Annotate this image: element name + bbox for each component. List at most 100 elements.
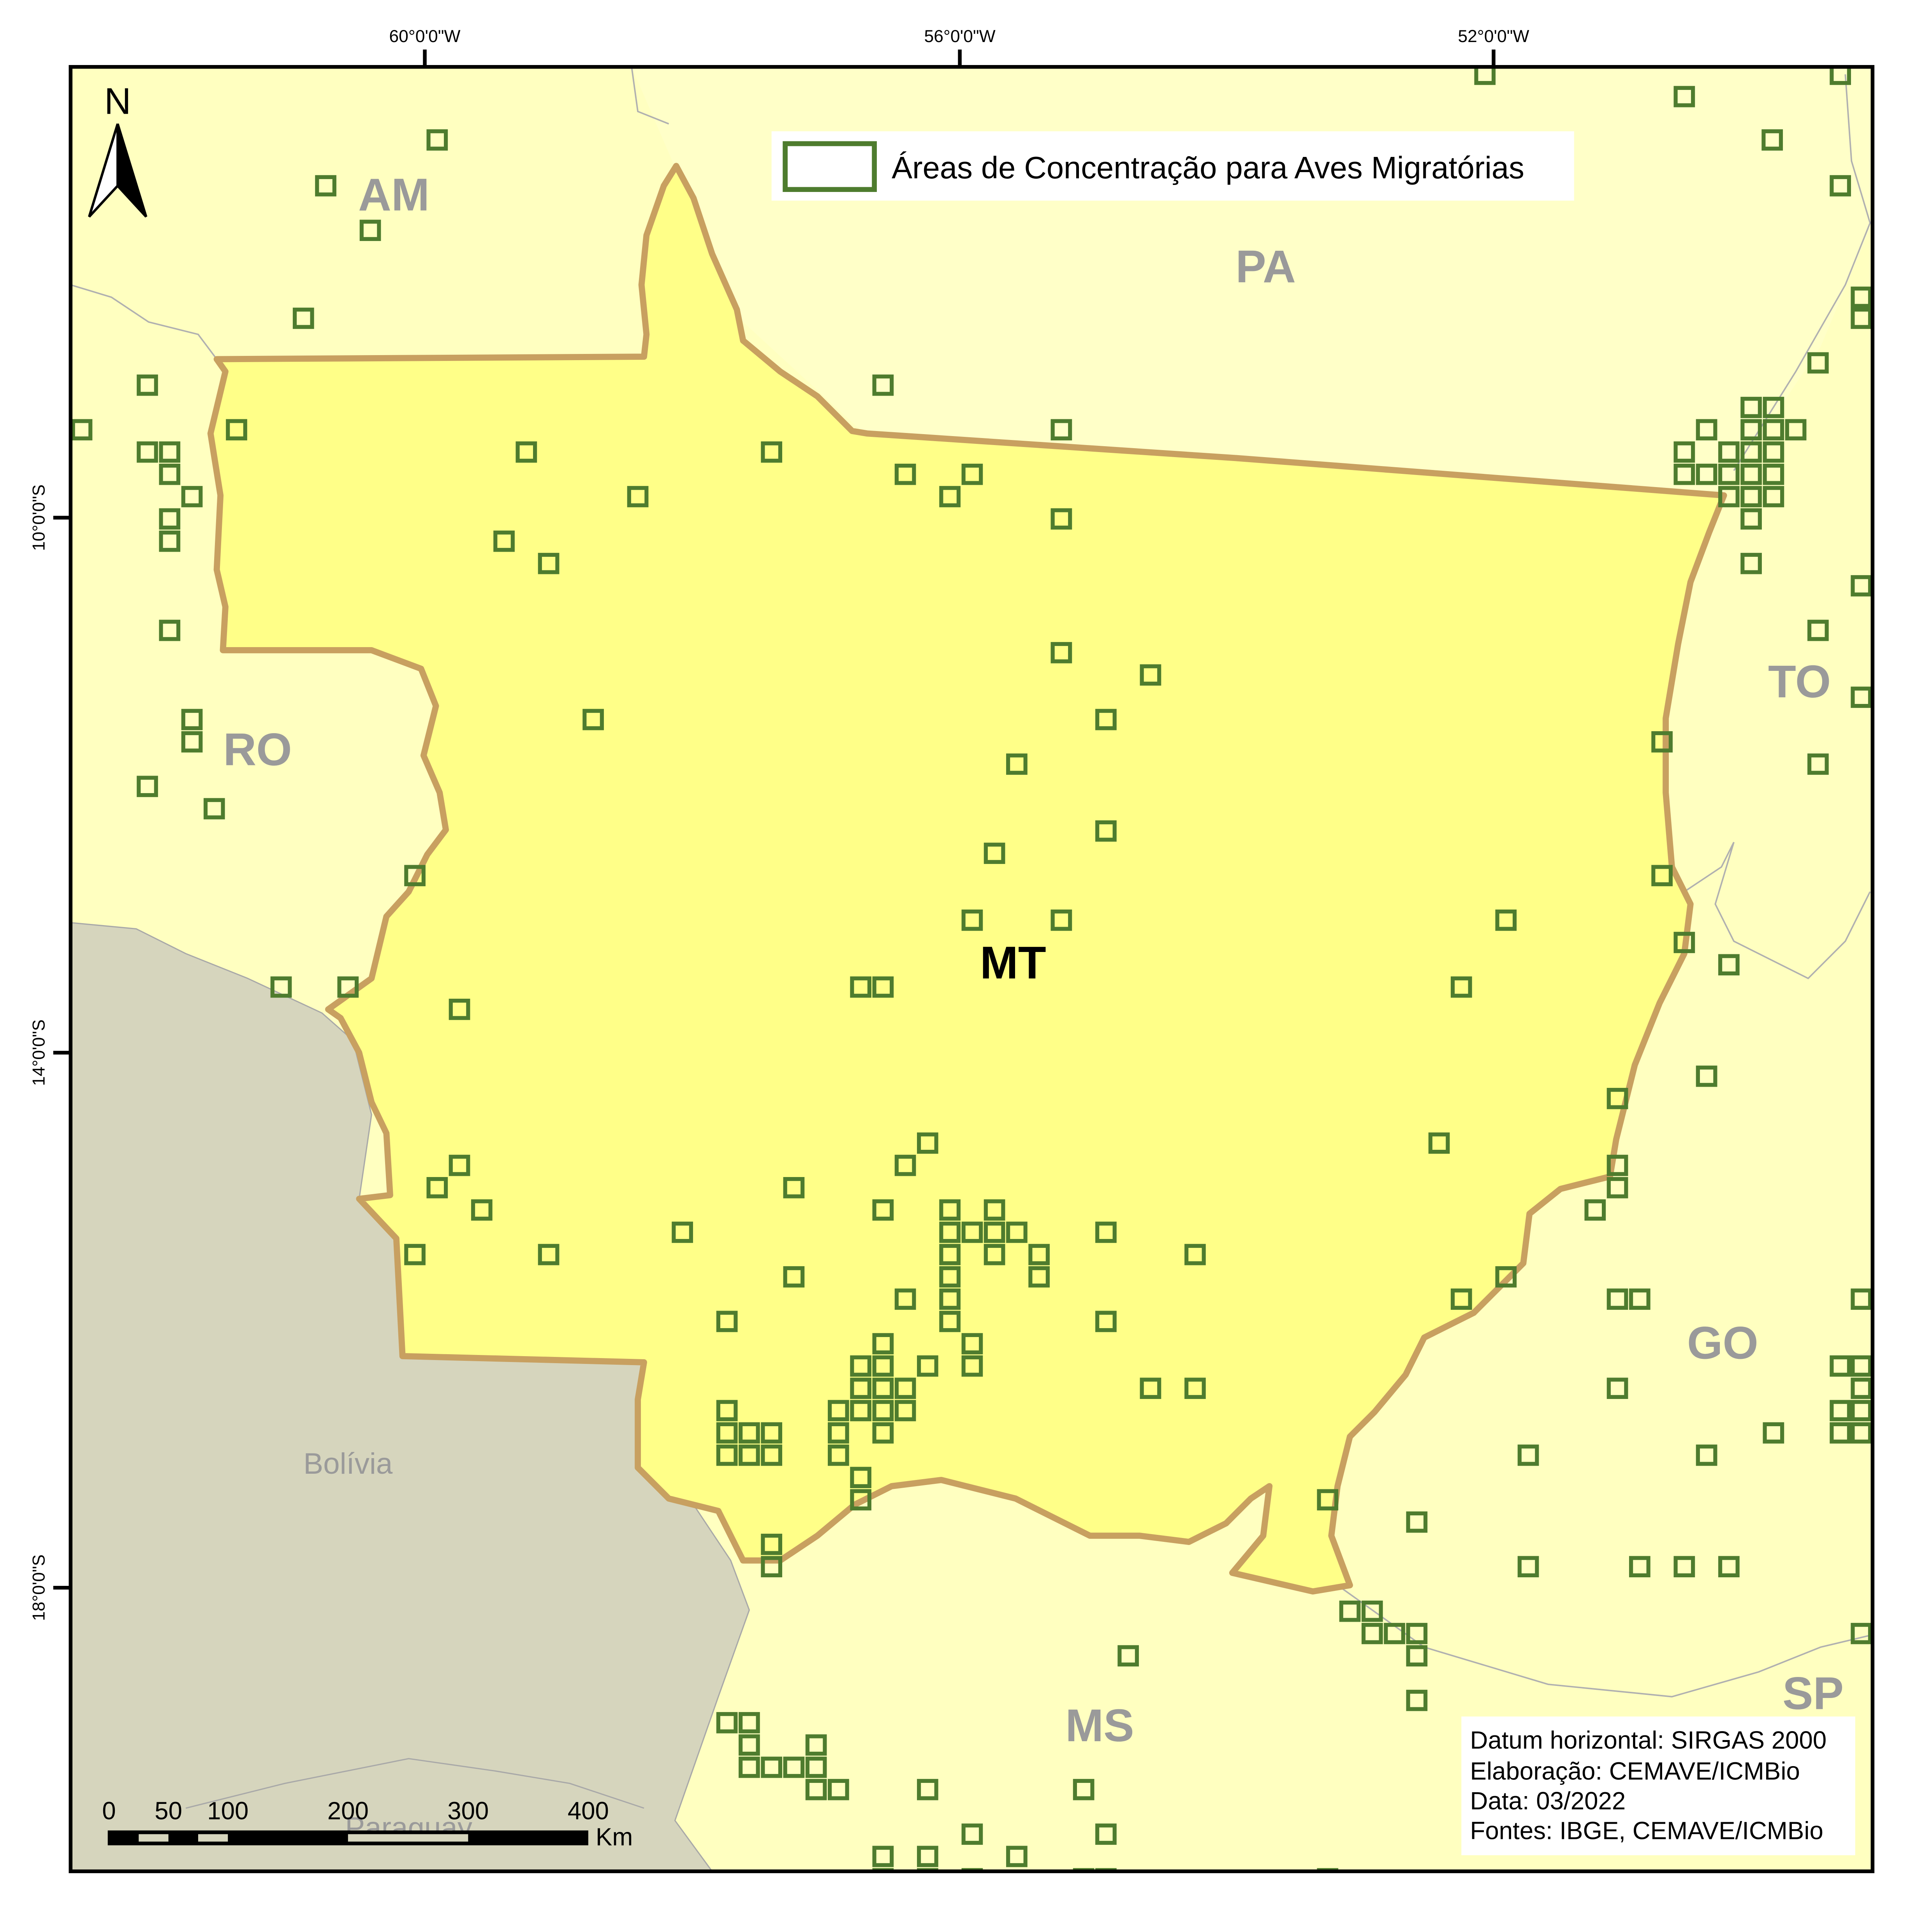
migratory-cell (1763, 441, 1784, 463)
migratory-cell (1339, 1600, 1361, 1622)
migratory-cell (1830, 67, 1851, 85)
migratory-cell (739, 1445, 760, 1466)
migratory-cell (939, 1244, 961, 1265)
migratory-cell (1474, 67, 1496, 85)
migratory-cell (739, 1756, 760, 1778)
scale-tick-200: 200 (327, 1797, 369, 1825)
migratory-cell (894, 1288, 916, 1310)
state-label-ro: RO (223, 724, 292, 775)
migratory-cell (939, 1288, 961, 1310)
migratory-cell (761, 1534, 782, 1555)
migratory-cell (1763, 463, 1784, 485)
migratory-cell (894, 1400, 916, 1422)
migratory-cell (137, 374, 158, 396)
migratory-cell (426, 129, 448, 151)
migratory-cell (1830, 1422, 1851, 1444)
migratory-cell (917, 1846, 938, 1867)
migratory-cell (872, 1199, 894, 1221)
scale-bar: 0 50 100 200 300 400 Km (102, 1797, 633, 1851)
migratory-cell (1517, 1445, 1539, 1466)
pa-to-border (1733, 74, 1871, 471)
migratory-cell (1606, 1378, 1628, 1399)
am-ro-border (70, 284, 218, 360)
migratory-cell (1851, 1623, 1872, 1644)
legend-swatch (783, 141, 877, 192)
to-go-border (1684, 842, 1871, 980)
migratory-cell (270, 976, 292, 998)
migratory-cell (1696, 463, 1717, 485)
migratory-cell (1851, 575, 1872, 596)
migratory-cell (1450, 1288, 1472, 1310)
paraguay-border (185, 1758, 644, 1809)
migratory-cell (71, 419, 93, 441)
migratory-cell (1851, 1355, 1872, 1377)
migratory-cell (961, 1221, 983, 1243)
migratory-cell (716, 1400, 738, 1422)
migratory-cell (1718, 486, 1740, 507)
info-box: Datum horizontal: SIRGAS 2000 Elaboração… (1461, 1716, 1855, 1855)
country-label-bolivia: Bolívia (303, 1447, 393, 1480)
migratory-cell (516, 441, 537, 463)
migratory-cell (538, 553, 560, 574)
map-body (70, 67, 1873, 1872)
migratory-cell (894, 463, 916, 485)
migratory-cell (1763, 1422, 1784, 1444)
migratory-cell (1495, 909, 1517, 931)
migratory-cell (805, 1756, 827, 1778)
migratory-cell (404, 1244, 426, 1265)
lon-label-60: 60°0'0"W (389, 27, 460, 46)
migratory-cell (961, 1823, 983, 1845)
migratory-cell (894, 1378, 916, 1399)
graticule: 60°0'0"W 56°0'0"W 52°0'0"W 10°0'0"S 14°0… (30, 27, 1529, 1621)
migratory-cell (828, 1445, 849, 1466)
migratory-cell (159, 508, 181, 530)
migratory-cell (1696, 419, 1717, 441)
migratory-cell (984, 1221, 1005, 1243)
migratory-cell (961, 909, 983, 931)
lat-label-14: 14°0'0"S (30, 1019, 49, 1086)
migratory-cell (872, 374, 894, 396)
migratory-cell (1095, 1221, 1117, 1243)
migratory-cell (1763, 397, 1784, 418)
migratory-cell (181, 709, 203, 730)
migratory-cell (1763, 419, 1784, 441)
migratory-cell (1696, 1065, 1717, 1087)
migratory-cell (1830, 175, 1851, 197)
migratory-cell (1851, 1422, 1872, 1444)
migratory-cell (1673, 932, 1695, 953)
migratory-cell (159, 463, 181, 485)
state-label-mt: MT (980, 937, 1046, 988)
migratory-cell (1384, 1623, 1405, 1644)
migratory-cell (716, 1311, 738, 1332)
migratory-cell (1406, 1511, 1428, 1533)
migratory-cell (872, 976, 894, 998)
migratory-cell (1696, 1445, 1717, 1466)
migratory-cell (1184, 1244, 1206, 1265)
migratory-cell (783, 1266, 805, 1288)
migratory-cell (1517, 1556, 1539, 1578)
lat-label-10: 10°0'0"S (30, 484, 49, 551)
migratory-cell (917, 1779, 938, 1800)
scale-unit: Km (596, 1823, 633, 1851)
migratory-cell (1673, 1556, 1695, 1578)
scale-tick-300: 300 (447, 1797, 489, 1825)
migratory-cell (1740, 553, 1762, 574)
migratory-cells (71, 67, 1872, 1872)
migratory-cell (1673, 86, 1695, 107)
migratory-cell (1807, 619, 1829, 641)
migratory-cell (1673, 441, 1695, 463)
migratory-cell (872, 1846, 894, 1867)
migratory-cell (917, 1355, 938, 1377)
migratory-cell (1117, 1645, 1139, 1667)
migratory-cell (1317, 1489, 1339, 1511)
migratory-cell (159, 441, 181, 463)
migratory-cell (1740, 397, 1762, 418)
info-sources: Fontes: IBGE, CEMAVE/ICMBio (1470, 1817, 1823, 1844)
migratory-cell (1095, 709, 1117, 730)
migratory-cell (1361, 1623, 1383, 1644)
migratory-cell (1851, 287, 1872, 308)
mt-region (207, 163, 1727, 1595)
migratory-cell (426, 1177, 448, 1198)
migratory-cell (761, 1556, 782, 1578)
